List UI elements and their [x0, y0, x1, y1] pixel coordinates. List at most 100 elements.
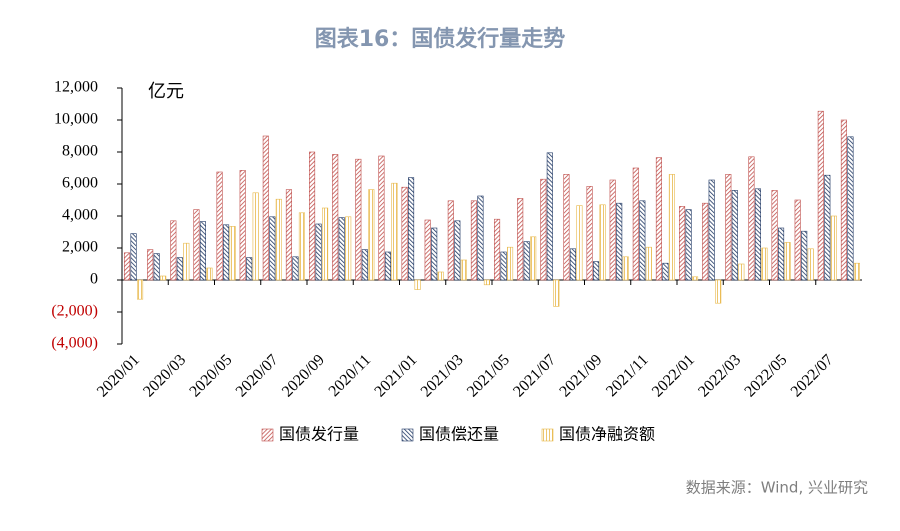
bar: [784, 242, 791, 281]
bar: [553, 279, 560, 307]
bar: [355, 158, 362, 281]
bar: [609, 179, 616, 281]
bar: [692, 276, 699, 281]
bar: [269, 216, 276, 281]
bar: [460, 259, 467, 281]
bar: [702, 202, 709, 281]
y-tick-label: 10,000: [54, 111, 98, 128]
legend-label: 国债发行量: [279, 425, 359, 444]
bar: [447, 200, 454, 281]
x-tick-label: 2021/05: [464, 351, 513, 400]
source-note: 数据来源：Wind, 兴业研究: [686, 479, 868, 497]
bar: [771, 190, 778, 281]
bar: [431, 227, 438, 281]
bar: [817, 110, 824, 281]
bar: [285, 189, 292, 281]
bar: [778, 227, 785, 281]
bar: [454, 220, 461, 281]
bar: [424, 219, 431, 281]
bar: [408, 177, 415, 281]
bar: [292, 256, 299, 281]
bar: [322, 207, 329, 281]
bar: [315, 223, 322, 281]
bar: [685, 209, 692, 281]
bar: [794, 199, 801, 281]
bar: [645, 246, 652, 281]
x-tick-label: 2021/03: [418, 351, 467, 400]
bar: [206, 267, 213, 281]
x-tick-label: 2021/09: [556, 351, 605, 400]
bar: [470, 200, 477, 281]
x-tick-label: 2020/05: [186, 351, 235, 400]
bar: [229, 226, 236, 281]
bar: [715, 279, 722, 304]
bar: [153, 253, 160, 281]
x-tick-label: 2021/07: [510, 351, 559, 400]
bar: [345, 216, 352, 281]
bar: [655, 157, 662, 281]
y-tick-label: 6,000: [62, 175, 98, 192]
bar: [246, 257, 253, 281]
y-tick-label: 4,000: [62, 207, 98, 224]
bar: [586, 186, 593, 281]
x-tick-label: 2020/11: [326, 351, 375, 400]
bar: [761, 247, 768, 281]
legend-swatch: [401, 428, 414, 442]
x-tick-label: 2022/07: [788, 351, 837, 400]
bar: [252, 192, 259, 281]
x-tick-label: 2020/07: [233, 351, 282, 400]
bar: [801, 230, 808, 281]
bar: [437, 271, 444, 281]
bar: [530, 236, 537, 281]
y-tick-label: 8,000: [62, 143, 98, 160]
bar: [639, 200, 646, 281]
bar: [262, 135, 269, 281]
x-tick-label: 2020/03: [140, 351, 189, 400]
bar: [523, 241, 530, 281]
bar: [807, 248, 814, 281]
bar: [632, 167, 639, 281]
bar: [708, 179, 715, 281]
bar: [540, 178, 547, 281]
x-tick-label: 2022/05: [741, 351, 790, 400]
y-tick-label: (2,000): [51, 303, 98, 320]
bar: [193, 209, 200, 281]
unit-label: 亿元: [148, 81, 184, 102]
bar: [176, 257, 183, 281]
bar: [517, 198, 524, 281]
y-tick-label: 12,000: [54, 79, 98, 96]
bar: [137, 279, 144, 300]
bar: [738, 263, 745, 281]
bar: [477, 195, 484, 281]
bar: [298, 212, 305, 281]
chart-title: 图表16：国债发行量走势: [315, 26, 566, 52]
bar: [754, 188, 761, 281]
bar: [309, 151, 316, 281]
bar: [840, 119, 847, 281]
bar: [147, 249, 154, 281]
y-tick-label: (4,000): [51, 335, 98, 352]
x-tick-label: 2022/03: [695, 351, 744, 400]
bar: [546, 152, 553, 281]
x-tick-label: 2020/01: [94, 351, 143, 400]
bar: [239, 170, 246, 281]
bar: [830, 215, 837, 281]
bar: [622, 256, 629, 281]
bar: [507, 246, 514, 281]
bar: [679, 206, 686, 281]
bar: [275, 198, 282, 281]
bar: [391, 182, 398, 281]
bar: [199, 221, 206, 281]
bar: [599, 204, 606, 281]
x-tick-label: 2021/01: [371, 351, 420, 400]
bar: [853, 262, 860, 281]
bar: [731, 190, 738, 281]
bar: [593, 261, 600, 281]
x-tick-label: 2020/09: [279, 351, 328, 400]
bar: [183, 242, 190, 281]
bar: [616, 202, 623, 281]
bar: [824, 174, 831, 281]
bar: [725, 174, 732, 281]
bar: [401, 186, 408, 281]
